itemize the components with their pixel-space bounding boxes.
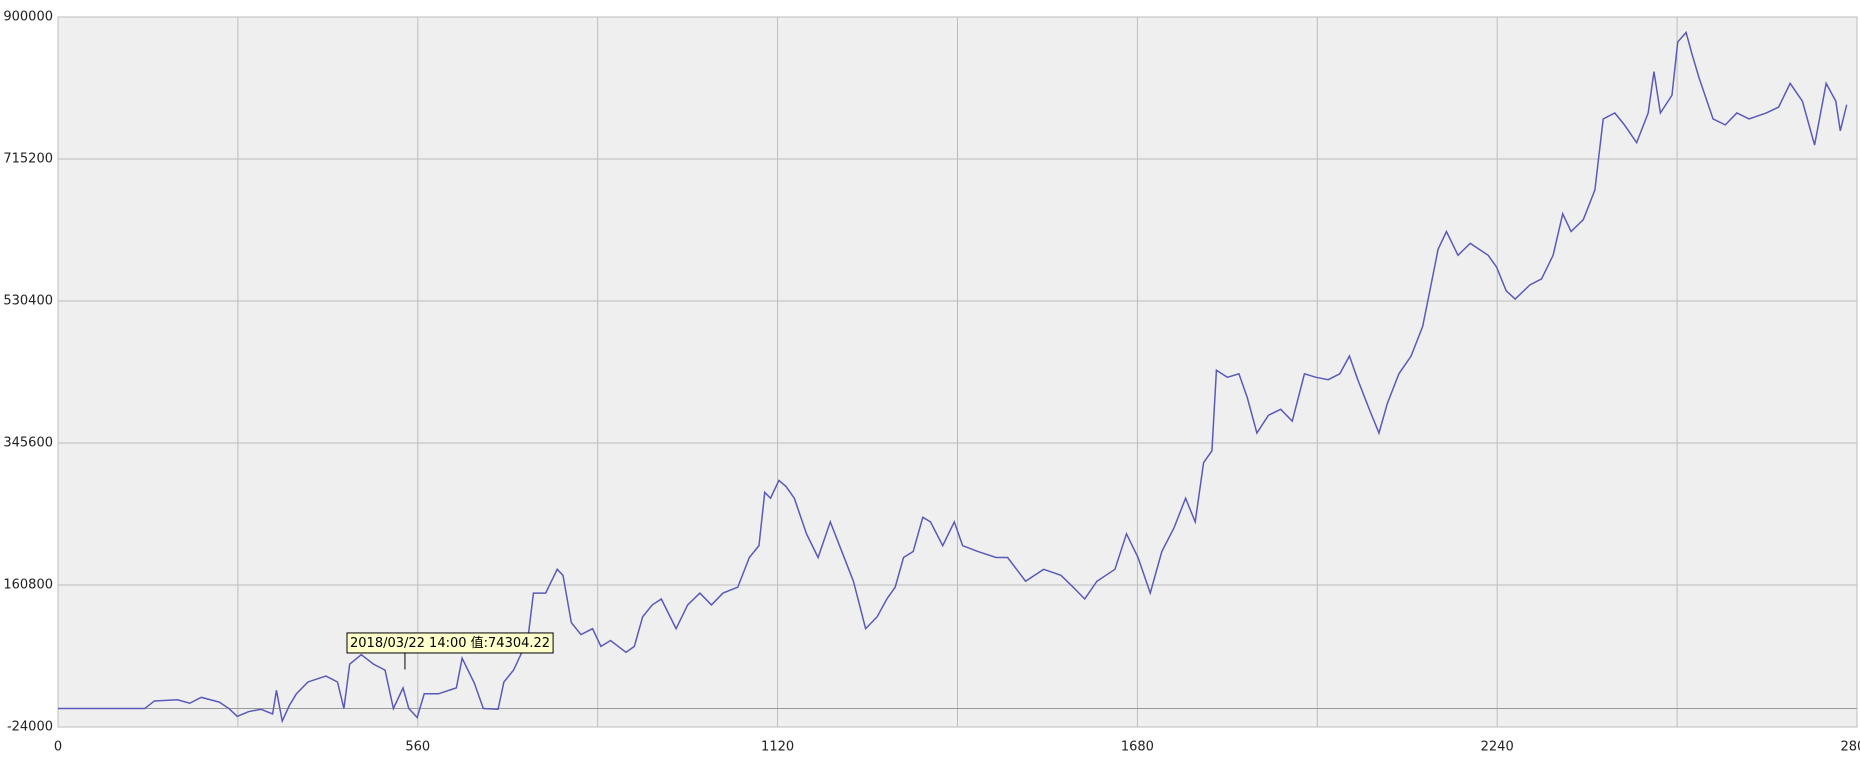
tooltip: 2018/03/22 14:00 值:74304.22 [346, 632, 554, 654]
x-tick-label: 560 [405, 740, 430, 755]
y-tick-label: 900000 [3, 10, 53, 25]
y-tick-label: 715200 [3, 152, 53, 167]
x-tick-label: 1120 [761, 740, 794, 755]
y-tick-label: 530400 [3, 294, 53, 309]
y-tick-label: 160800 [3, 578, 53, 593]
x-tick-label: 1680 [1121, 740, 1154, 755]
y-tick-label: 345600 [3, 436, 53, 451]
tooltip-text: 2018/03/22 14:00 值:74304.22 [350, 635, 550, 651]
series-line [58, 30, 1848, 724]
tooltip-box [346, 632, 554, 654]
plot [58, 30, 1848, 724]
x-tick-label: 2800 [1840, 740, 1860, 755]
y-tick-label: -24000 [7, 720, 53, 735]
x-tick-label: 0 [54, 740, 62, 755]
grid [57, 16, 1858, 728]
x-tick-label: 2240 [1481, 740, 1514, 755]
